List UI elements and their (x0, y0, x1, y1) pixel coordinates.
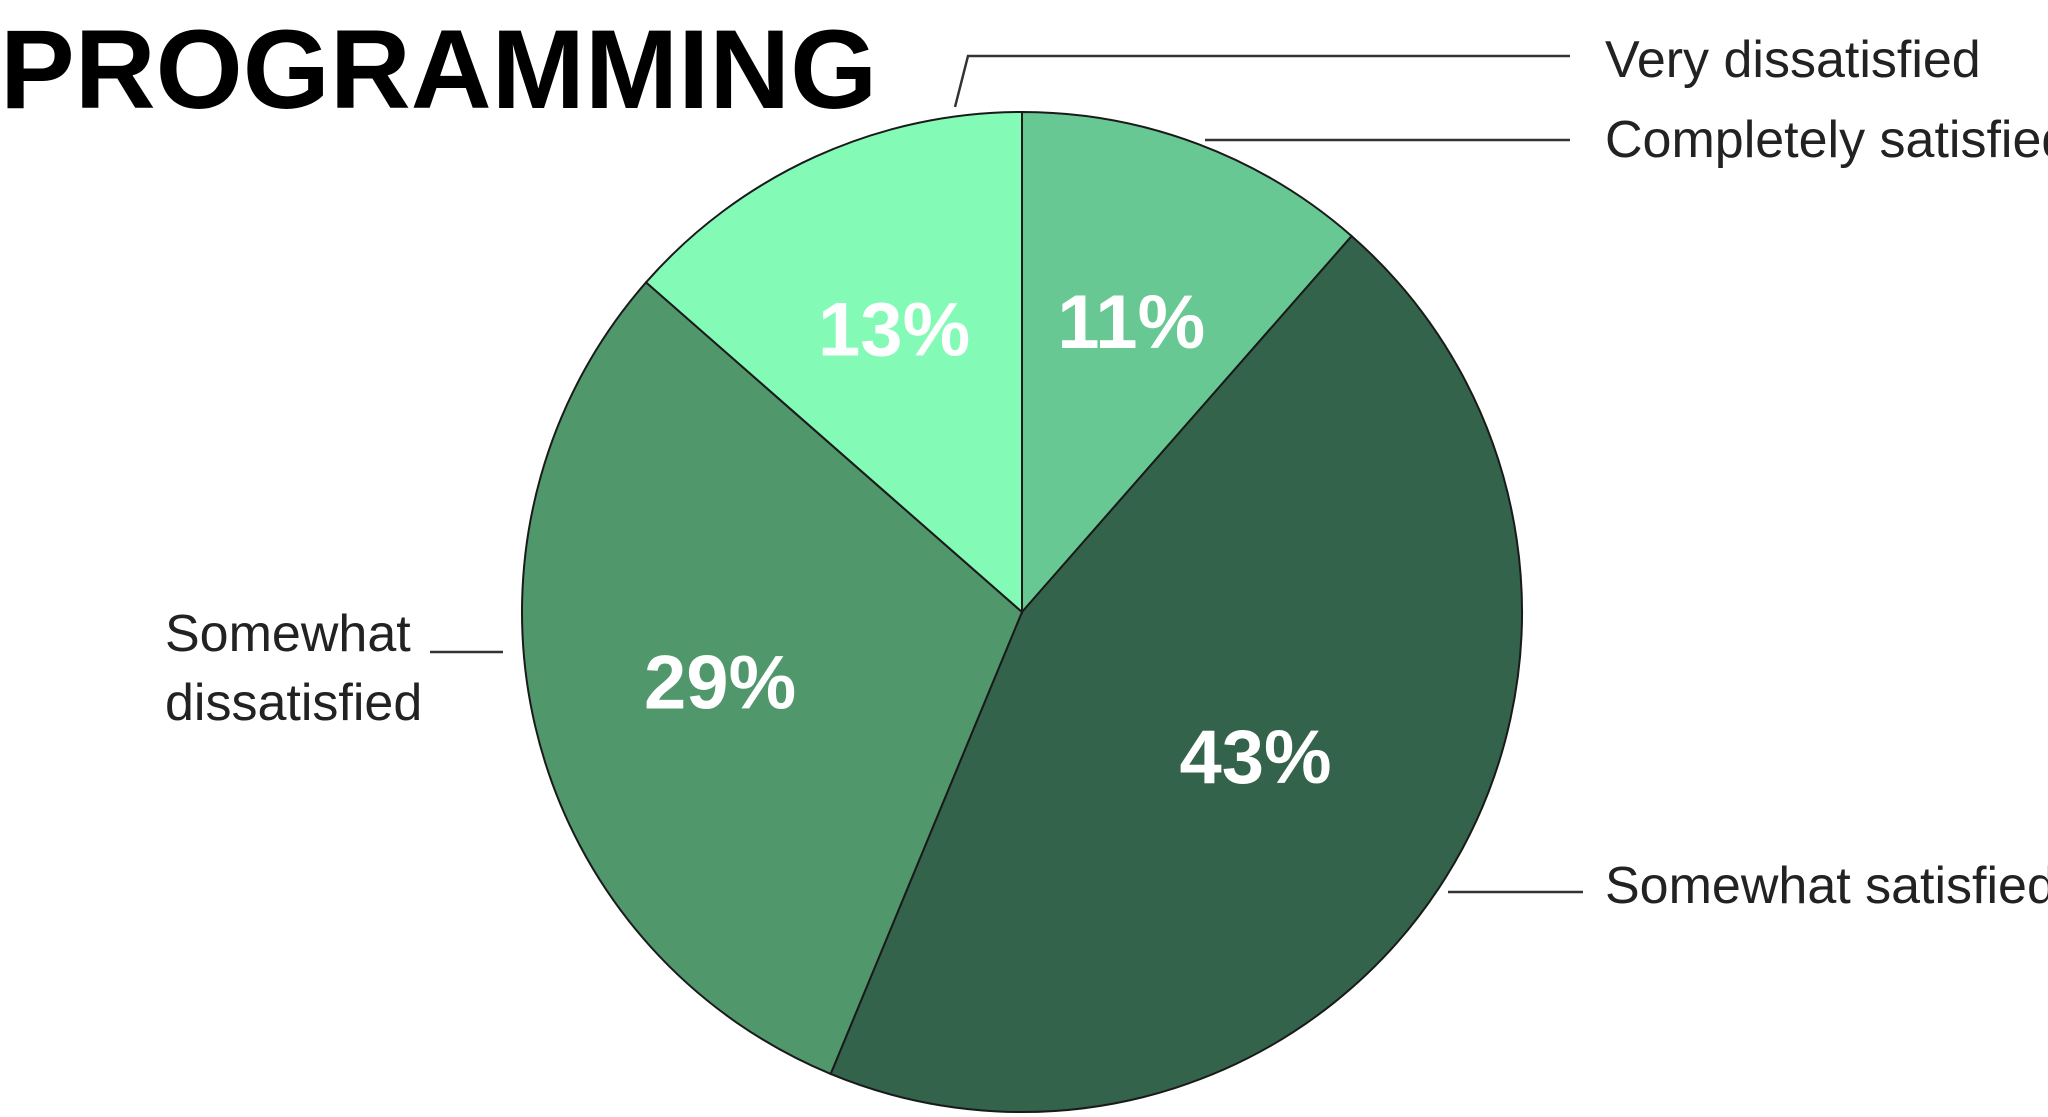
slice-label-somewhat-satisfied: Somewhat satisfied (1605, 857, 2048, 915)
percent-label-completely-satisfied: 11% (1057, 280, 1205, 365)
percent-label-very-dissatisfied: 13% (818, 288, 970, 373)
percent-labels: 11% 43% 29% 13% (644, 280, 1332, 800)
slice-label-very-dissatisfied: Very dissatisfied (1605, 31, 1981, 89)
pie-slice-very-dissatisfied (644, 110, 1023, 615)
slice-labels: Completely satisfied Somewhat satisfied So… (165, 31, 2048, 915)
percent-label-somewhat-dissatisfied: 29% (644, 640, 796, 725)
percent-label-somewhat-satisfied: 43% (1179, 715, 1331, 800)
slice-label-completely-satisfied: Completely satisfied (1605, 111, 2048, 169)
slice-label-somewhat-dissatisfied: Somewhat dissatisfied (165, 605, 422, 732)
leader-lines (430, 54, 1583, 894)
pie-slice-completely-satisfied (1021, 110, 1354, 615)
pie-slices (521, 110, 1523, 1113)
chart-title: PROGRAMMING (0, 7, 877, 132)
leader-very-dissatisfied (953, 54, 1570, 108)
pie-slice-somewhat-dissatisfied (521, 280, 1024, 1076)
pie-slice-somewhat-satisfied (829, 234, 1523, 1113)
